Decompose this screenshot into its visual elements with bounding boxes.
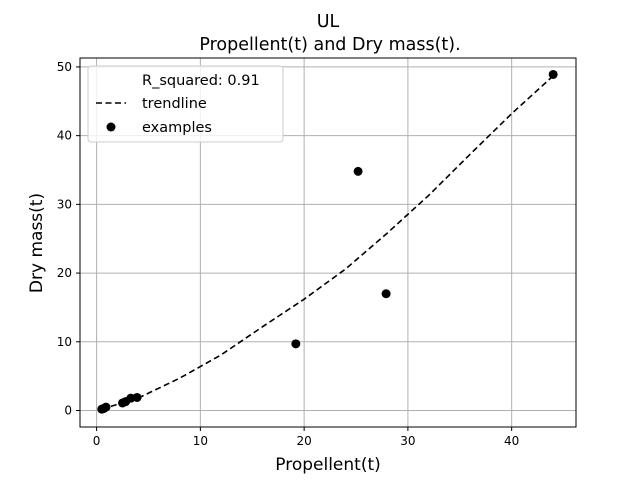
x-axis-label: Propellent(t) (275, 455, 381, 475)
chart-title: UL (317, 12, 340, 32)
trendline-path (101, 75, 554, 410)
y-tick-label: 10 (57, 335, 72, 349)
legend-entry-trendline: trendline (142, 96, 207, 112)
scatter-point (101, 402, 111, 412)
legend-entry-rsquared: R_squared: 0.91 (142, 73, 260, 89)
scatter-point (291, 339, 301, 349)
y-tick-label: 0 (64, 404, 72, 418)
y-tick-label: 30 (57, 197, 72, 211)
x-tick-label: 30 (400, 434, 415, 448)
scatter-point (548, 69, 558, 79)
axis-ticks: 0 10 20 30 40 0 10 20 30 40 50 (57, 60, 520, 448)
y-axis-label: Dry mass(t) (27, 193, 47, 293)
x-tick-label: 40 (504, 434, 519, 448)
y-tick-label: 20 (57, 266, 72, 280)
x-tick-label: 10 (193, 434, 208, 448)
scatter-points-layer (97, 69, 558, 414)
scatter-point (381, 289, 391, 299)
y-tick-label: 40 (57, 129, 72, 143)
chart-subtitle: Propellent(t) and Dry mass(t). (199, 35, 460, 55)
x-tick-label: 0 (93, 434, 101, 448)
scatter-point (353, 166, 363, 176)
scatter-point (132, 392, 142, 402)
legend-box (87, 65, 284, 143)
trendline-layer (101, 75, 554, 410)
legend: R_squared: 0.91 trendline examples (87, 65, 284, 143)
legend-examples-swatch (106, 122, 116, 132)
y-tick-label: 50 (57, 60, 72, 74)
legend-entry-examples: examples (142, 120, 212, 136)
x-tick-label: 20 (296, 434, 311, 448)
plot-frame (79, 57, 577, 428)
